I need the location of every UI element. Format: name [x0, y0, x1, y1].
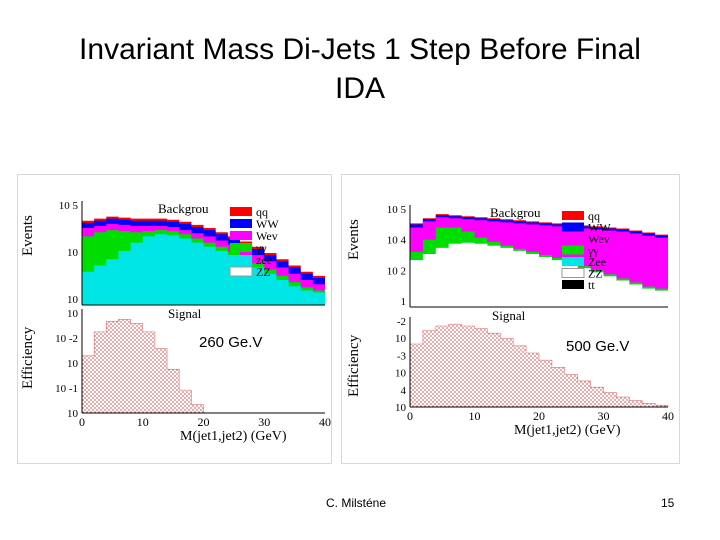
bottom-y-axis-label: Efficiency — [346, 334, 362, 397]
legend-swatch-Wev — [562, 234, 584, 243]
legend-label-Zee: Zee — [588, 255, 606, 269]
legend-label-WW: WW — [588, 221, 611, 235]
top-y-tick-label: 1 — [401, 296, 407, 308]
top-y-tick-label: 10 — [67, 247, 79, 259]
legend-swatch-WW — [562, 222, 584, 232]
legend-swatch-ZZ — [561, 268, 585, 278]
x-tick-label: 20 — [533, 409, 545, 423]
legend-label-Zee: zee — [256, 253, 272, 267]
legend-label-WW: WW — [256, 217, 279, 231]
legend-label-qq: qq — [588, 209, 600, 223]
signal-histogram — [409, 323, 669, 408]
author-footer: C. Milsténe — [326, 496, 387, 510]
top-y-tick-label: 10 5 — [387, 204, 407, 216]
annotation-500-gev: 500 Ge.V — [566, 338, 630, 355]
legend-label-ZZ: ZZ — [256, 265, 271, 279]
annotation-260-gev: 260 Ge.V — [199, 334, 263, 351]
legend-label-ZZ: ZZ — [588, 267, 603, 281]
x-tick-label: 10 — [469, 409, 481, 423]
left-plot-panel: 10 5 10 10 Events Backgrou qq WW Wev γγ zee ZZ Sign… — [17, 174, 332, 464]
bottom-y-tick-label: 10 — [67, 358, 79, 370]
x-tick-label: 40 — [319, 415, 331, 429]
bottom-y-tick-label: 10 — [395, 368, 407, 380]
right-histogram: 10 5 10 4 10 2 1 Events Backgrou qqWWWevγγZeeZ… — [346, 204, 674, 438]
x-tick-label: 30 — [598, 409, 610, 423]
legend-title: Backgrou — [158, 201, 209, 216]
right-plot-panel: 10 5 10 4 10 2 1 Events Backgrou qq WW Wev γγ Zee Z… — [341, 174, 680, 464]
legend-swatch-Zee — [230, 255, 252, 264]
legend-swatch-Zee — [562, 257, 584, 266]
top-y-tick-label: 10 4 — [387, 235, 407, 247]
bottom-y-tick-label: 10 -2 — [55, 333, 78, 345]
x-tick-label: 10 — [137, 415, 149, 429]
bottom-y-tick-label: -2 — [397, 316, 406, 328]
legend-swatch-gg — [562, 245, 584, 255]
slide-title-line1: Invariant Mass Di-Jets 1 Step Before Fin… — [79, 33, 641, 66]
x-tick-label: 30 — [258, 415, 270, 429]
x-tick-label: 20 — [198, 415, 210, 429]
bottom-y-tick-label: 10 — [395, 402, 407, 414]
legend-swatch-qq — [230, 207, 252, 216]
bottom-y-tick-label: 10 — [67, 308, 79, 320]
top-y-tick-label: 10 — [67, 294, 79, 306]
bottom-y-tick-label: 10 — [395, 333, 407, 345]
bottom-y-axis-label: Efficiency — [20, 326, 36, 389]
top-y-tick-label: 10 5 — [59, 200, 79, 212]
legend-swatch-gg — [230, 243, 252, 252]
bottom-y-tick-label: 10 -1 — [55, 383, 78, 395]
top-y-tick-label: 10 2 — [387, 265, 406, 277]
legend-swatch-ZZ — [229, 266, 253, 277]
x-tick-label: 0 — [407, 409, 413, 423]
legend-swatch-WW — [230, 219, 252, 228]
legend-label-gg: γγ — [255, 241, 267, 255]
legend-label-qq: qq — [256, 205, 268, 219]
page-number: 15 — [661, 496, 675, 510]
x-axis-label: M(jet1,jet2) (GeV) — [514, 423, 621, 438]
signal-label: Signal — [492, 308, 526, 323]
x-tick-label: 0 — [79, 415, 85, 429]
x-axis-label: M(jet1,jet2) (GeV) — [180, 429, 287, 444]
slide-title: Invariant Mass Di-Jets 1 Step Before Fin… — [0, 30, 720, 108]
x-tick-label: 40 — [662, 409, 674, 423]
bottom-y-tick-label: -3 — [397, 350, 407, 362]
legend-label-tt: tt — [588, 278, 595, 292]
signal-label: Signal — [168, 306, 202, 321]
legend-swatch-qq — [562, 211, 584, 220]
legend-title: Backgrou — [490, 205, 541, 220]
legend-swatch-Wev — [230, 231, 252, 240]
top-y-axis-label: Events — [346, 219, 362, 260]
bottom-y-tick-label: 10 — [67, 408, 79, 420]
series-Zee-area — [82, 234, 325, 305]
top-y-axis-label: Events — [20, 215, 36, 256]
bottom-y-tick-label: 4 — [401, 385, 407, 397]
legend-label-gg: γγ — [587, 244, 599, 258]
legend-label-Wev: Wev — [256, 229, 278, 243]
slide-title-line2: IDA — [334, 72, 385, 105]
series-ZZ-area — [410, 242, 668, 307]
legend-swatch-tt — [562, 280, 584, 289]
legend-label-Wev: Wev — [588, 232, 610, 246]
